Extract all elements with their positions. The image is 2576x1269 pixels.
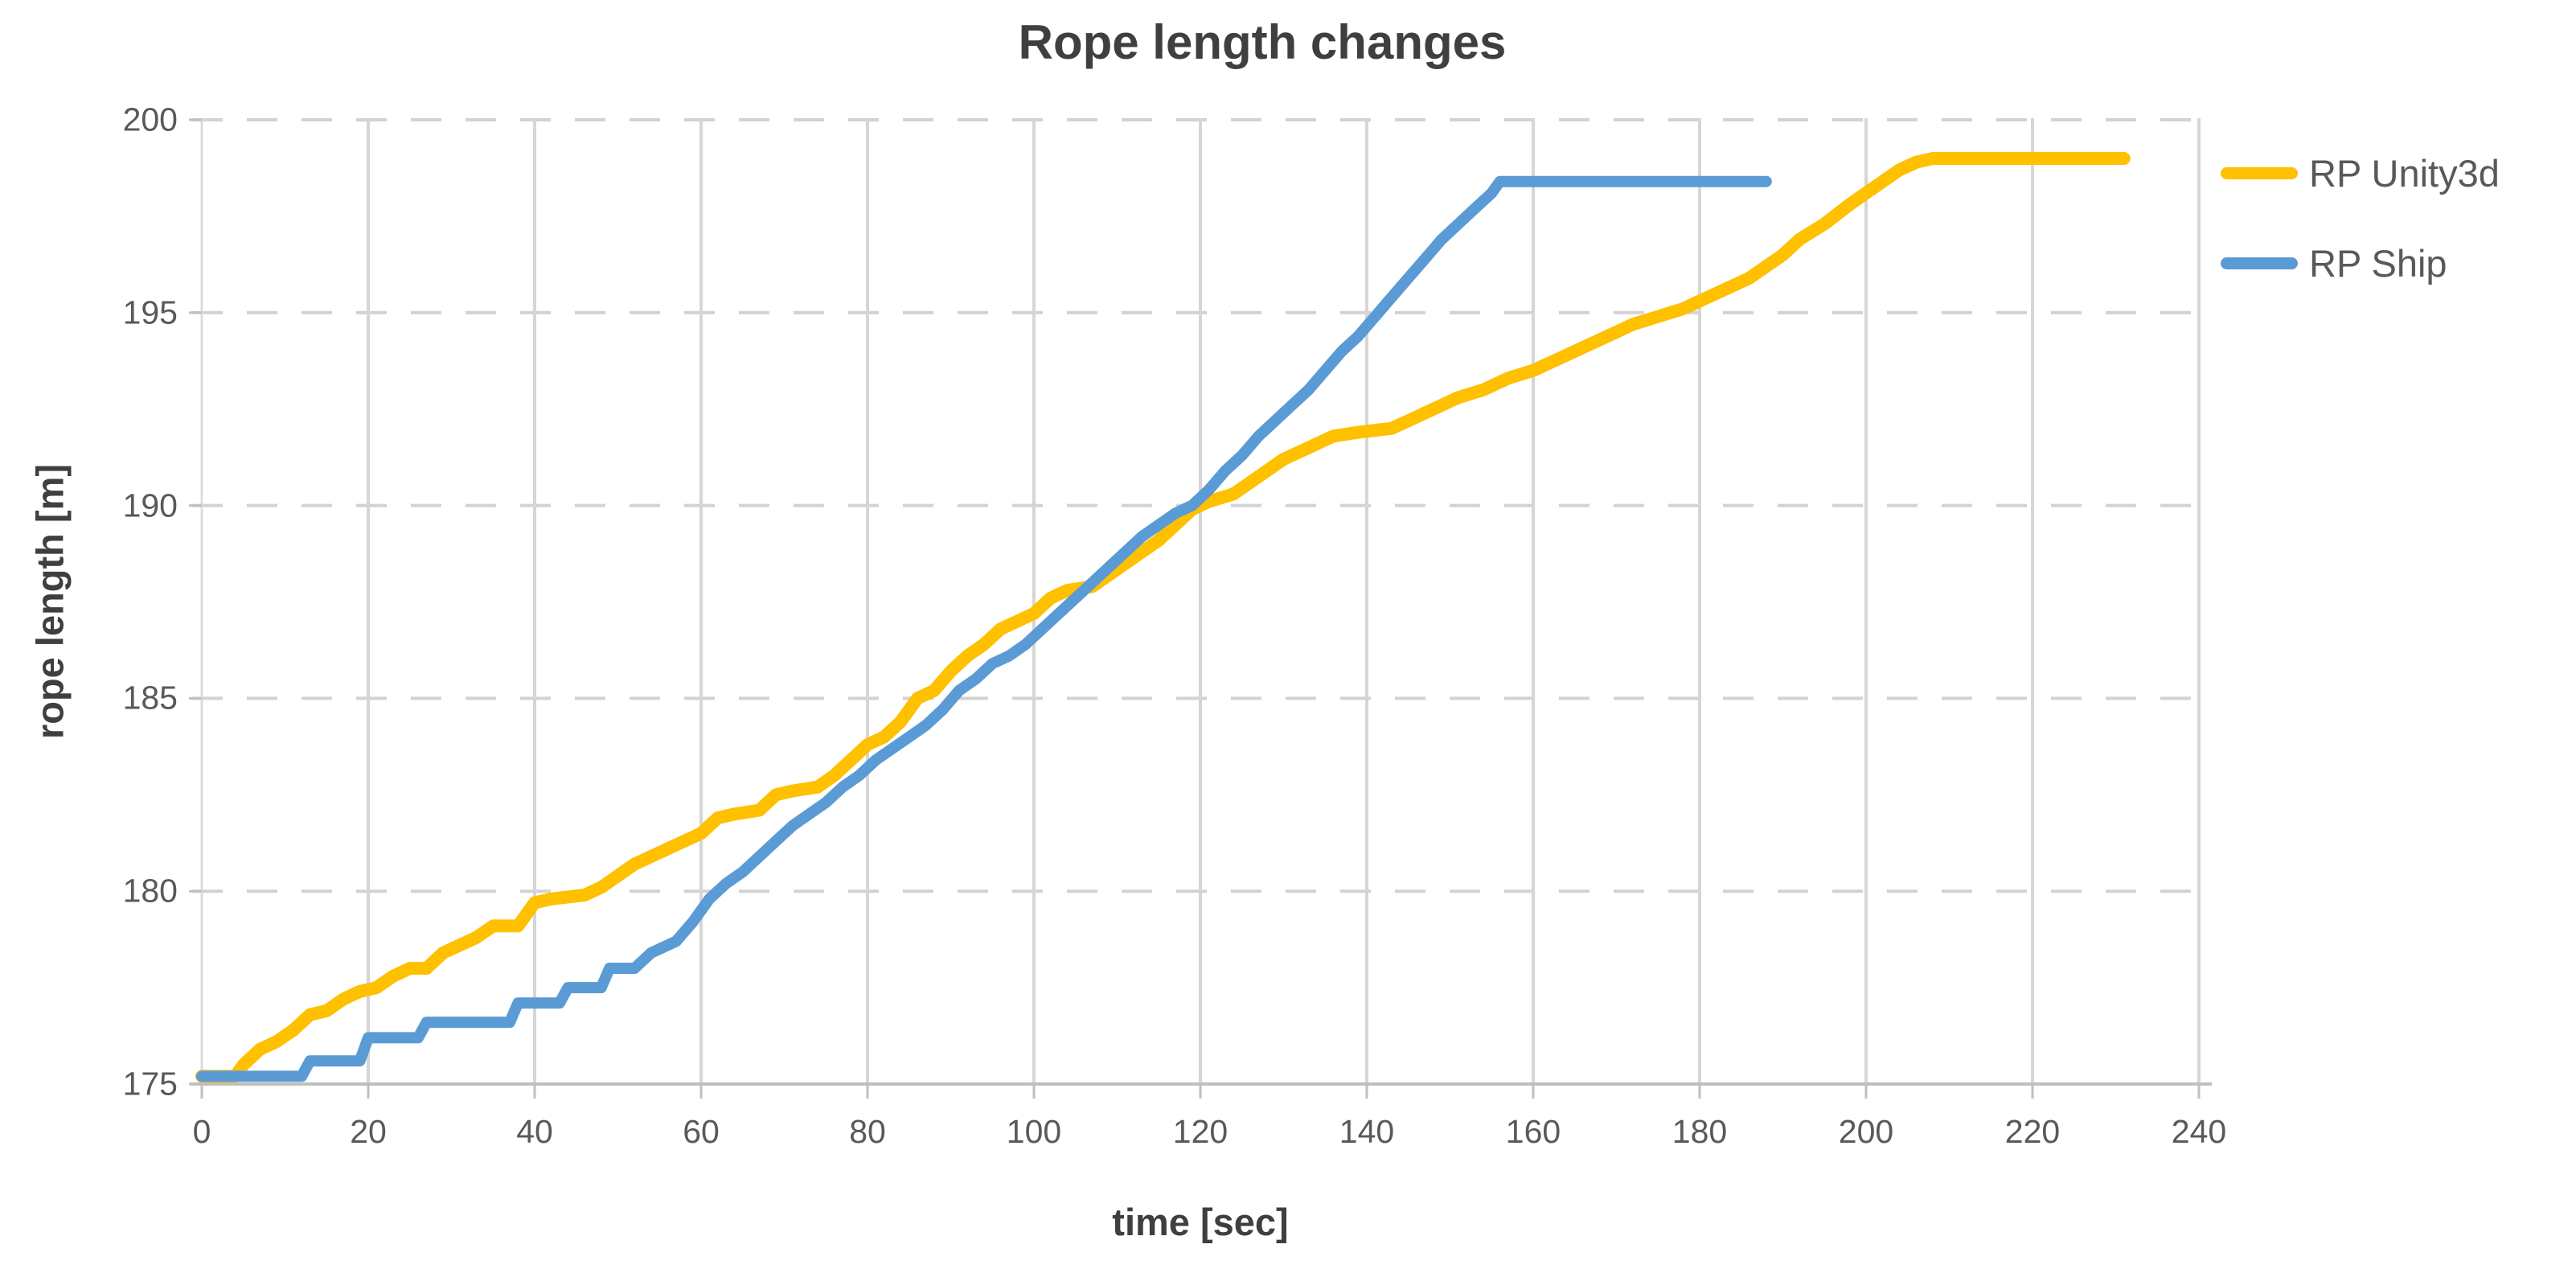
legend-swatch-rp-unity3d	[2221, 167, 2298, 179]
x-axis-title: time [sec]	[1112, 1201, 1289, 1243]
x-tick-label-160: 160	[1505, 1113, 1561, 1150]
x-tick-label-220: 220	[2004, 1113, 2061, 1150]
y-tick-label-200: 200	[122, 101, 178, 138]
legend-item-rp-unity3d: RP Unity3d	[2221, 151, 2500, 195]
y-tick-label-175: 175	[122, 1065, 178, 1103]
series-line-rp-ship	[196, 175, 1772, 1082]
y-tick-label-195: 195	[122, 294, 178, 331]
y-axis-title: rope length [m]	[28, 463, 72, 740]
chart-title: Rope length changes	[1018, 15, 1507, 69]
legend-item-rp-ship: RP Ship	[2221, 241, 2447, 285]
series-line-rp-unity3d	[195, 152, 2131, 1083]
x-tick-label-200: 200	[1838, 1113, 1894, 1150]
x-tick-label-20: 20	[350, 1113, 387, 1150]
x-tick-label-40: 40	[516, 1113, 553, 1150]
x-tick-label-80: 80	[849, 1113, 886, 1150]
x-tick-label-0: 0	[192, 1113, 211, 1150]
x-tick-label-240: 240	[2171, 1113, 2227, 1150]
y-tick-label-185: 185	[122, 679, 178, 717]
x-tick-label-60: 60	[683, 1113, 720, 1150]
x-tick-label-180: 180	[1672, 1113, 1728, 1150]
y-tick-label-180: 180	[122, 872, 178, 910]
y-tick-label-190: 190	[122, 487, 178, 524]
x-tick-label-120: 120	[1172, 1113, 1229, 1150]
legend-swatch-rp-ship	[2221, 257, 2298, 269]
legend-label: RP Ship	[2309, 242, 2447, 285]
legend-label: RP Unity3d	[2309, 152, 2500, 195]
x-tick-label-140: 140	[1339, 1113, 1395, 1150]
x-tick-label-100: 100	[1006, 1113, 1062, 1150]
